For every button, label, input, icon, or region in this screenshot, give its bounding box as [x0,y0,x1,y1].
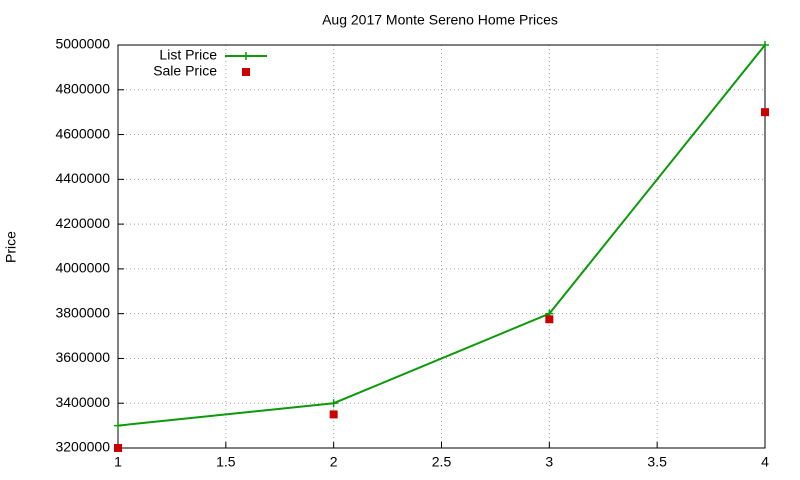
y-tick-label: 3400000 [55,394,110,410]
y-tick-label: 3800000 [55,304,110,320]
data-line [117,44,766,427]
y-tick-label: 3600000 [55,349,110,365]
x-tick-label: 2 [330,454,338,470]
legend-label: Sale Price [153,63,217,79]
legend-label: List Price [159,47,217,63]
y-tick-label: 3200000 [55,439,110,455]
y-tick-label: 4400000 [55,170,110,186]
y-tick-label: 4000000 [55,260,110,276]
point-marker [761,108,769,117]
legend-swatch [242,52,250,60]
x-tick-label: 4 [761,454,769,470]
y-tick-label: 4200000 [55,215,110,231]
y-tick-label: 4600000 [55,125,110,141]
y-tick-label: 5000000 [55,36,110,52]
x-tick-label: 3.5 [647,454,667,470]
x-tick-label: 3 [545,454,553,470]
y-tick-label: 4800000 [55,80,110,96]
chart-title: Aug 2017 Monte Sereno Home Prices [322,12,558,28]
point-marker [114,444,122,452]
point-marker [329,410,338,419]
point-marker [114,421,122,430]
x-tick-label: 2.5 [432,454,452,470]
plot-frame [117,44,766,449]
x-tick-label: 1 [114,454,122,470]
point-marker [761,41,769,49]
point-marker [545,315,554,324]
legend-swatch [242,68,250,76]
x-tick-label: 1.5 [216,454,236,470]
y-axis-label: Price [3,231,19,263]
point-marker [329,399,338,408]
